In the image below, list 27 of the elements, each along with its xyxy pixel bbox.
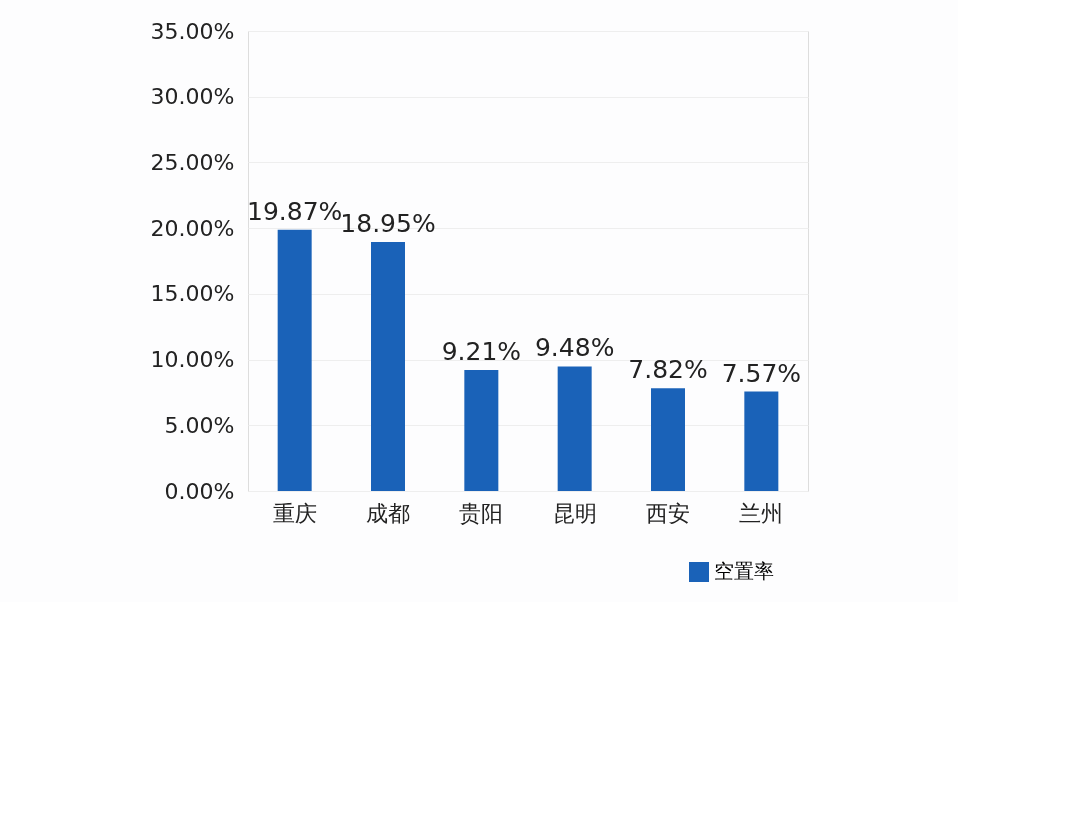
y-tick-label: 0.00% xyxy=(164,478,235,504)
data-label: 7.57% xyxy=(721,358,802,388)
bar xyxy=(277,229,312,491)
x-tick-label: 贵阳 xyxy=(459,500,504,526)
x-tick-label: 重庆 xyxy=(272,500,317,526)
x-tick-label: 昆明 xyxy=(552,500,597,526)
x-tick-label: 兰州 xyxy=(739,500,784,526)
x-tick-label: 成都 xyxy=(366,500,410,526)
data-label: 19.87% xyxy=(247,196,343,226)
y-tick-label: 30.00% xyxy=(150,84,235,110)
y-tick-label: 25.00% xyxy=(150,149,235,175)
data-label: 9.48% xyxy=(534,333,615,363)
bar xyxy=(651,388,685,491)
bar xyxy=(371,241,405,491)
data-label: 9.21% xyxy=(441,336,522,366)
legend-label: 空置率 xyxy=(714,559,774,583)
y-tick-label: 15.00% xyxy=(150,281,235,307)
y-tick-label: 10.00% xyxy=(150,347,235,373)
data-label: 18.95% xyxy=(340,208,436,238)
data-label: 7.82% xyxy=(628,355,708,385)
bar xyxy=(744,391,779,491)
x-tick-label: 西安 xyxy=(646,500,690,526)
y-tick-label: 35.00% xyxy=(150,18,235,44)
bar xyxy=(464,369,499,491)
y-tick-label: 20.00% xyxy=(150,215,235,241)
bar xyxy=(557,366,592,491)
y-tick-label: 5.00% xyxy=(164,412,235,438)
